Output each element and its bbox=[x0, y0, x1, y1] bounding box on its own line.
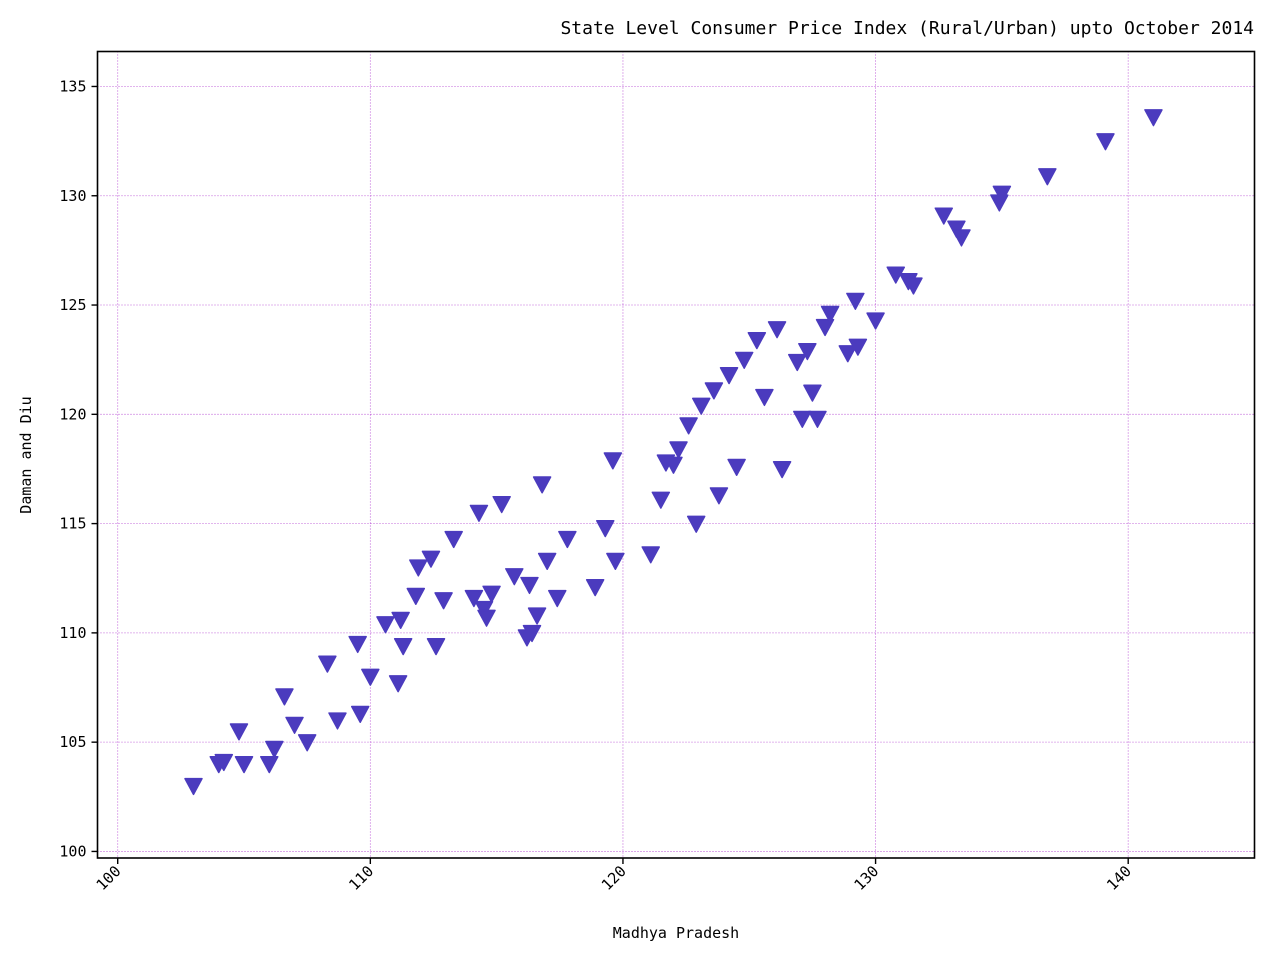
data-point bbox=[793, 410, 812, 428]
y-tick-label: 100 bbox=[59, 842, 86, 860]
data-points bbox=[184, 109, 1163, 796]
data-point bbox=[265, 740, 284, 758]
data-point bbox=[846, 292, 865, 310]
data-point bbox=[464, 589, 484, 608]
data-point bbox=[527, 607, 547, 625]
y-tick-label: 135 bbox=[59, 77, 86, 95]
data-point bbox=[474, 600, 494, 619]
data-point bbox=[548, 589, 567, 608]
data-point bbox=[444, 530, 463, 549]
data-point bbox=[520, 576, 539, 595]
data-point bbox=[469, 504, 489, 522]
data-point bbox=[866, 312, 885, 330]
data-point bbox=[686, 515, 706, 533]
data-point bbox=[421, 550, 441, 568]
data-point bbox=[1038, 168, 1057, 186]
grid bbox=[97, 51, 1255, 858]
data-point bbox=[409, 559, 428, 577]
data-point bbox=[184, 777, 203, 796]
data-point bbox=[952, 229, 971, 247]
data-point bbox=[275, 688, 294, 706]
data-point bbox=[361, 668, 380, 686]
data-point bbox=[388, 675, 408, 693]
data-point bbox=[596, 519, 615, 538]
data-point bbox=[537, 552, 557, 571]
x-tick-label: 100 bbox=[93, 862, 125, 894]
data-point bbox=[947, 220, 966, 238]
data-point bbox=[603, 452, 623, 470]
data-point bbox=[229, 723, 249, 741]
data-point bbox=[532, 476, 552, 494]
data-point bbox=[719, 366, 739, 385]
x-tick-label: 110 bbox=[345, 862, 377, 894]
data-point bbox=[477, 609, 496, 627]
data-point bbox=[820, 305, 840, 324]
x-axis-label: Madhya Pradesh bbox=[613, 924, 739, 942]
y-tick-label: 125 bbox=[59, 296, 86, 314]
x-tick-label: 120 bbox=[598, 862, 630, 894]
x-tick-label: 130 bbox=[851, 862, 883, 894]
data-point bbox=[934, 207, 954, 225]
data-point bbox=[838, 345, 858, 363]
data-point bbox=[348, 635, 367, 654]
data-point bbox=[848, 338, 868, 356]
data-point bbox=[767, 321, 787, 339]
data-point bbox=[992, 185, 1012, 203]
data-point bbox=[406, 587, 426, 605]
data-point bbox=[679, 417, 698, 435]
y-axis-label: Daman and Diu bbox=[17, 396, 35, 513]
data-point bbox=[393, 638, 413, 656]
data-point bbox=[234, 756, 254, 774]
data-point bbox=[664, 456, 683, 474]
data-point bbox=[808, 410, 827, 428]
data-point bbox=[734, 351, 754, 369]
data-point bbox=[434, 592, 453, 610]
data-point bbox=[297, 734, 317, 752]
data-point bbox=[1096, 133, 1115, 151]
data-point bbox=[815, 318, 835, 337]
data-point bbox=[492, 495, 511, 514]
data-point bbox=[904, 277, 923, 295]
data-point bbox=[788, 353, 807, 372]
plot-frame bbox=[96, 50, 1256, 859]
data-point bbox=[318, 655, 337, 673]
axis-ticks: 100 110 120 130 140 100 105 110 115 120 125 130 135 bbox=[59, 77, 1135, 894]
data-point bbox=[522, 624, 542, 643]
y-tick-label: 110 bbox=[59, 624, 86, 642]
data-point bbox=[709, 487, 729, 505]
data-point bbox=[214, 753, 234, 772]
data-point bbox=[391, 611, 410, 630]
data-point bbox=[606, 552, 625, 571]
data-point bbox=[798, 342, 817, 361]
data-point bbox=[803, 384, 822, 402]
data-point bbox=[651, 491, 671, 509]
y-tick-label: 130 bbox=[59, 187, 86, 205]
data-point bbox=[285, 716, 304, 734]
chart-title: State Level Consumer Price Index (Rural/… bbox=[560, 18, 1254, 39]
data-point bbox=[585, 579, 605, 597]
data-point bbox=[704, 382, 724, 400]
data-point bbox=[641, 546, 660, 564]
data-point bbox=[1144, 109, 1163, 127]
data-point bbox=[558, 530, 577, 549]
data-point bbox=[669, 441, 688, 459]
data-point bbox=[376, 616, 395, 634]
data-point bbox=[260, 756, 279, 774]
data-point bbox=[772, 460, 792, 479]
data-point bbox=[328, 712, 347, 730]
data-point bbox=[755, 388, 774, 407]
data-point bbox=[426, 638, 446, 656]
data-point bbox=[350, 705, 370, 723]
data-point bbox=[727, 458, 746, 477]
x-tick-label: 140 bbox=[1103, 862, 1135, 894]
y-tick-label: 115 bbox=[59, 515, 86, 533]
y-tick-label: 120 bbox=[59, 405, 86, 423]
y-tick-label: 105 bbox=[59, 733, 86, 751]
data-point bbox=[692, 397, 711, 415]
data-point bbox=[482, 585, 501, 603]
data-point bbox=[747, 332, 767, 350]
data-point bbox=[505, 568, 524, 586]
